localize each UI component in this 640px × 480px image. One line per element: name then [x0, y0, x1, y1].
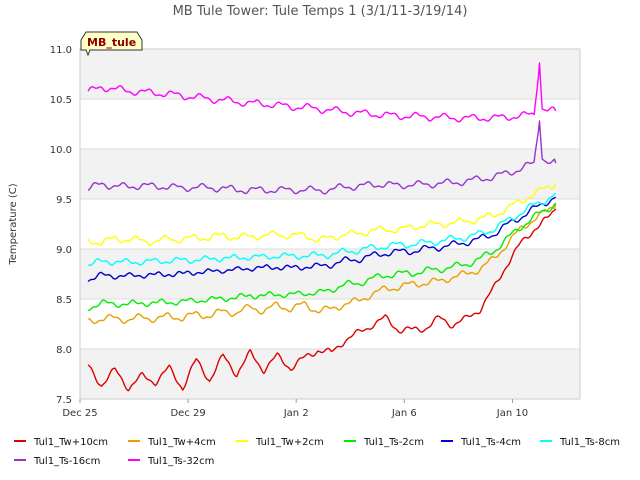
- plot-band: [80, 199, 580, 249]
- y-tick-label: 9.5: [56, 195, 72, 206]
- legend-label: Tul1_Ts-8cm: [559, 437, 620, 448]
- x-tick-label: Dec 25: [62, 408, 97, 419]
- plot-bands: [80, 49, 580, 399]
- legend-label: Tul1_Ts-32cm: [147, 456, 214, 467]
- x-tick-label: Jan 10: [496, 408, 528, 419]
- series-line: [88, 203, 557, 325]
- legend-label: Tul1_Tw+2cm: [255, 437, 324, 448]
- y-axis-label: Temperature (C): [8, 183, 19, 265]
- legend-label: Tul1_Ts-4cm: [460, 437, 521, 448]
- chart-title: MB Tule Tower: Tule Temps 1 (3/1/11-3/19…: [173, 4, 468, 19]
- y-tick-label: 8.5: [56, 295, 72, 306]
- y-tick-label: 10.5: [50, 95, 72, 106]
- y-tick-label: 7.5: [56, 395, 72, 406]
- plot-band: [80, 49, 580, 99]
- x-axis: Dec 25 Dec 29 Jan 2 Jan 6 Jan 10: [62, 399, 528, 419]
- legend-label: Tul1_Tw+10cm: [33, 437, 108, 448]
- series-line: [87, 182, 557, 246]
- series-line: [88, 193, 556, 266]
- x-tick-label: Jan 6: [391, 408, 417, 419]
- plot-area: [79, 48, 581, 400]
- x-tick-label: Jan 2: [283, 408, 309, 419]
- plot-band: [80, 299, 580, 349]
- legend-label: Tul1_Ts-16cm: [33, 456, 100, 467]
- plot-band: [80, 99, 580, 149]
- series-line: [87, 208, 557, 392]
- series-line: [87, 62, 557, 123]
- station-badge: MB_tule: [80, 31, 143, 57]
- plot-band: [80, 149, 580, 199]
- y-axis: 7.5 8.0 8.5 9.0 9.5 10.0 10.5 11.0: [50, 45, 72, 406]
- y-tick-label: 8.0: [56, 345, 72, 356]
- station-badge-label: MB_tule: [87, 36, 136, 49]
- y-tick-label: 11.0: [50, 45, 72, 56]
- legend-label: Tul1_Ts-2cm: [363, 437, 424, 448]
- series-line: [88, 202, 557, 311]
- legend: Tul1_Tw+10cm Tul1_Tw+4cm Tul1_Tw+2cm Tul1_T…: [14, 437, 620, 467]
- y-tick-label: 9.0: [56, 245, 72, 256]
- series-lines: [87, 62, 557, 392]
- plot-band: [80, 349, 580, 399]
- y-tick-label: 10.0: [50, 145, 72, 156]
- series-line: [87, 196, 557, 283]
- x-tick-label: Dec 29: [170, 408, 205, 419]
- series-line: [87, 120, 557, 195]
- legend-label: Tul1_Tw+4cm: [147, 437, 216, 448]
